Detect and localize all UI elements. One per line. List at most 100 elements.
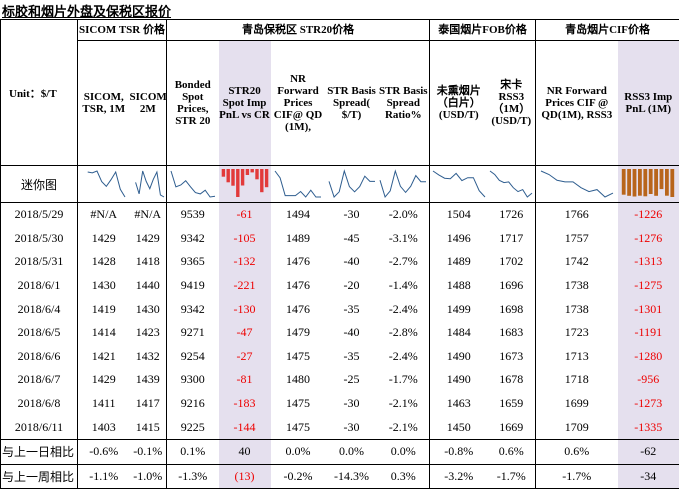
table-cell: 1450 [430, 415, 488, 439]
table-cell: 1723 [536, 321, 618, 345]
spark-bar [638, 169, 642, 196]
table-cell: 1489 [430, 250, 488, 274]
spark-bar [671, 169, 675, 197]
sparkline-chart [540, 169, 614, 199]
table-cell: 9225 [167, 415, 219, 439]
table-cell: -144 [219, 415, 271, 439]
table-cell: 1432 [130, 345, 167, 369]
col-sicom-2m: SICOM,TSR, 2M [130, 41, 167, 166]
table-cell: 1480 [271, 368, 326, 392]
table-cell: 1476 [271, 297, 326, 321]
sparkline-songkhla-rss3 [488, 166, 536, 203]
table-cell: -30 [326, 415, 378, 439]
table-cell: -130 [219, 297, 271, 321]
row-date: 2018/5/30 [1, 227, 78, 251]
summary-cell: 0.3% [378, 464, 430, 489]
table-cell: 9216 [167, 392, 219, 416]
summary-cell: 0.6% [488, 439, 536, 464]
sparkline-nr-forward [271, 166, 326, 203]
sparkline-chart [432, 169, 486, 199]
sparkline-label: 迷你图 [1, 166, 78, 203]
sparkline-chart [379, 169, 427, 199]
table-cell: 1494 [271, 203, 326, 227]
table-cell: 9419 [167, 274, 219, 298]
table-cell: 1488 [430, 274, 488, 298]
summary-cell: -62 [618, 439, 679, 464]
table-cell: 1475 [271, 392, 326, 416]
spark-bar [627, 169, 631, 196]
sparkline-str20-pnl [219, 166, 271, 203]
table-cell: -956 [618, 368, 679, 392]
spark-bar [236, 169, 239, 197]
table-cell: -221 [219, 274, 271, 298]
table-cell: -105 [219, 227, 271, 251]
summary-cell: -1.3% [167, 464, 219, 489]
table-cell: 1678 [488, 368, 536, 392]
table-cell: #N/A [78, 203, 130, 227]
table-cell: -1301 [618, 297, 679, 321]
summary-cell: -1.7% [536, 464, 618, 489]
table-cell: #N/A [130, 203, 167, 227]
sparkline-sicom-2m [130, 166, 167, 203]
table-cell: 1414 [78, 321, 130, 345]
table-cell: 1475 [271, 345, 326, 369]
table-cell: 1702 [488, 250, 536, 274]
col-basis-ratio: STR Basis Spread Ratio% [378, 41, 430, 166]
col-white-sheet: 未熏烟片（白片）(USD/T) [430, 41, 488, 166]
table-cell: 1484 [430, 321, 488, 345]
table-cell: -61 [219, 203, 271, 227]
table-cell: -2.4% [378, 345, 430, 369]
table-cell: -2.7% [378, 250, 430, 274]
unit-label: Unit：$/T [1, 20, 78, 166]
table-cell: -1226 [618, 203, 679, 227]
col-nr-forward: NR Forward Prices CIF@ QD (1M), [271, 41, 326, 166]
sparkline-chart [328, 169, 376, 199]
sparkline-chart [221, 169, 269, 199]
table-cell: 9271 [167, 321, 219, 345]
table-cell: -1273 [618, 392, 679, 416]
table-cell: 1709 [536, 415, 618, 439]
table-cell: 1463 [430, 392, 488, 416]
sparkline-chart [274, 169, 322, 199]
table-cell: 9365 [167, 250, 219, 274]
table-cell: 1418 [130, 250, 167, 274]
spark-bar [255, 169, 258, 179]
spark-line [490, 171, 532, 197]
col-sicom-1m: SICOM, TSR, 1M [78, 41, 130, 166]
table-cell: -2.0% [378, 203, 430, 227]
summary-cell: -0.2% [271, 464, 326, 489]
spark-bar [260, 169, 263, 192]
sparkline-rss3-pnl [618, 166, 679, 203]
summary-row: 与上一周相比-1.1%-1.0%-1.3%(13)-0.2%-14.3%0.3%… [1, 464, 679, 489]
table-cell: 9342 [167, 297, 219, 321]
table-cell: -1276 [618, 227, 679, 251]
table-cell: -183 [219, 392, 271, 416]
summary-cell: -0.8% [430, 439, 488, 464]
table-cell: 1659 [488, 392, 536, 416]
table-cell: 1699 [536, 392, 618, 416]
table-cell: -25 [326, 368, 378, 392]
sparkline-chart [170, 169, 216, 199]
table-cell: 1698 [488, 297, 536, 321]
price-table: Unit：$/T SICOM TSR 价格 青岛保税区 STR20价格 泰国烟片… [0, 19, 679, 489]
col-nr-forward-rss3: NR Forward Prices CIF @ QD(1M), RSS3 [536, 41, 618, 166]
row-date: 2018/6/7 [1, 368, 78, 392]
summary-label: 与上一日相比 [1, 439, 78, 464]
table-cell: 9300 [167, 368, 219, 392]
table-cell: -2.1% [378, 415, 430, 439]
table-cell: -2.4% [378, 297, 430, 321]
spark-bar [240, 169, 243, 186]
table-cell: 1417 [130, 392, 167, 416]
row-date: 2018/6/6 [1, 345, 78, 369]
spark-line [329, 171, 375, 197]
spark-line [433, 171, 485, 197]
table-cell: 1683 [488, 321, 536, 345]
sparkline-basis-ratio [378, 166, 430, 203]
table-cell: 1490 [430, 368, 488, 392]
